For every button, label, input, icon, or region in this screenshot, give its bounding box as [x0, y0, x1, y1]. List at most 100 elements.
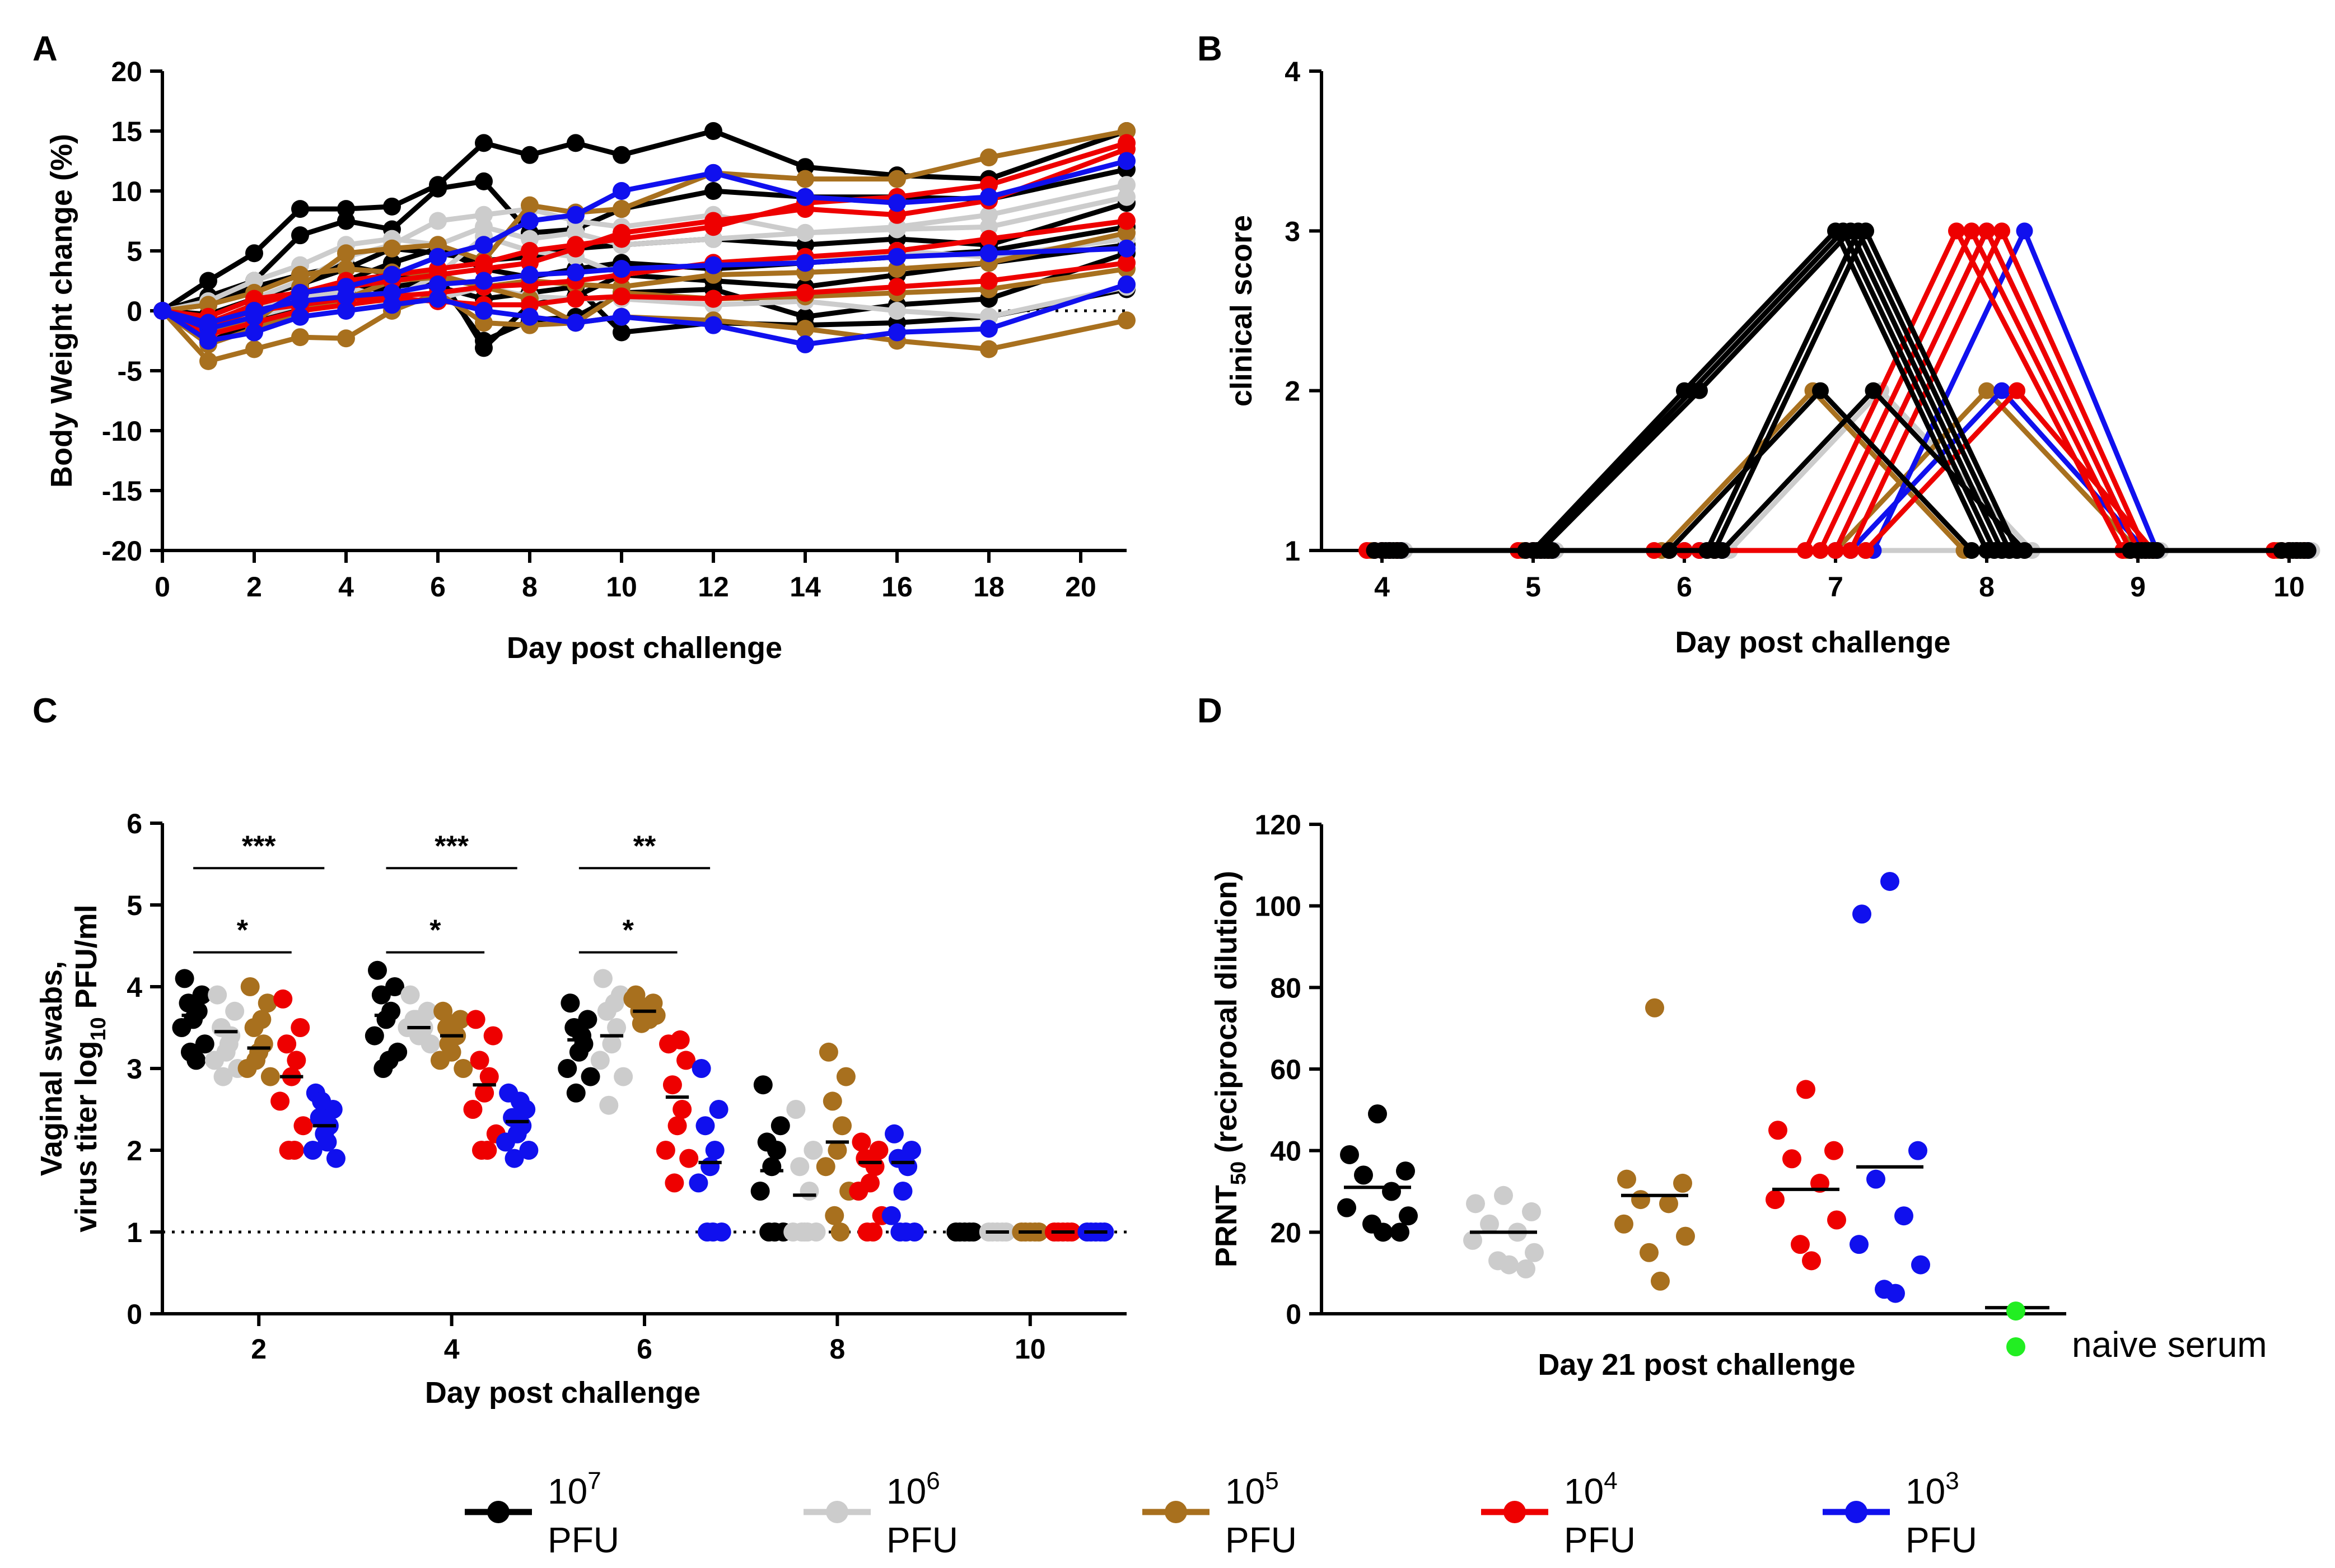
data-point [1543, 542, 1561, 559]
data-point [700, 1157, 720, 1177]
data-point [483, 1026, 503, 1046]
data-point [470, 1051, 489, 1070]
data-point [1857, 542, 1874, 559]
data-point [1399, 1206, 1418, 1226]
data-point [705, 1141, 725, 1160]
series-line [162, 234, 1127, 323]
data-point [888, 278, 906, 296]
naive-point [2006, 1301, 2025, 1321]
data-point [623, 989, 643, 1009]
y-tick-label: 5 [127, 236, 142, 267]
data-point [1659, 1194, 1678, 1214]
data-point [213, 1067, 233, 1086]
data-point [1824, 1141, 1843, 1160]
data-point [510, 1091, 530, 1111]
legend-exponent: 7 [587, 1467, 601, 1495]
data-point [614, 1067, 633, 1086]
data-point [337, 212, 355, 230]
data-point [665, 1173, 684, 1193]
data-point [371, 985, 391, 1005]
data-point [376, 1010, 396, 1029]
data-point [980, 188, 998, 206]
data-point [429, 212, 447, 230]
data-point [337, 244, 355, 263]
data-point [704, 182, 722, 200]
series-line [162, 263, 1127, 335]
panel-label-d: D [1197, 692, 1222, 730]
data-point [1865, 382, 1882, 399]
y-tick-label: 4 [127, 972, 142, 1003]
data-point [980, 272, 998, 290]
data-point [291, 265, 309, 284]
data-point [383, 239, 401, 258]
data-point [433, 1001, 453, 1021]
data-point [277, 1034, 297, 1054]
data-point [475, 218, 493, 236]
x-tick-label: 2 [251, 1333, 267, 1365]
data-point [790, 1157, 810, 1177]
data-point [569, 1042, 589, 1062]
data-point [796, 335, 814, 353]
x-tick-label: 16 [881, 571, 913, 603]
series-line [1385, 228, 2293, 553]
data-point [2148, 542, 2165, 559]
data-point [1993, 222, 2010, 240]
data-point [1640, 1243, 1659, 1262]
legend-exponent: 5 [1265, 1467, 1278, 1495]
y-tick-label: -20 [102, 535, 142, 567]
series-line [161, 260, 1127, 338]
legend-exponent: 4 [1604, 1467, 1617, 1495]
data-point [1768, 1121, 1787, 1140]
data-point [199, 332, 217, 350]
x-tick-label: 8 [522, 571, 538, 603]
data-point [521, 146, 539, 164]
data-point [1466, 1194, 1485, 1214]
data-point [1118, 188, 1136, 206]
series-line [160, 290, 1127, 364]
data-point [475, 172, 493, 190]
data-point [607, 1018, 627, 1037]
data-point [284, 1141, 304, 1160]
y-tick-label: 1 [1285, 535, 1300, 567]
data-point [796, 170, 814, 188]
y-tick-label: 4 [1285, 56, 1300, 87]
data-point [888, 194, 906, 212]
data-point [1691, 382, 1708, 399]
data-point [1850, 1235, 1869, 1254]
data-point [240, 977, 260, 996]
data-point [1463, 1230, 1482, 1250]
data-point [800, 1182, 819, 1201]
legend-base: 10 [548, 1471, 587, 1511]
data-point [1963, 222, 1980, 240]
data-point [475, 302, 493, 320]
data-point [833, 1116, 852, 1136]
data-point [478, 1141, 497, 1160]
data-point [1978, 382, 1995, 399]
data-point [1713, 542, 1731, 559]
data-point [796, 283, 814, 302]
legend-unit: PFU [548, 1520, 619, 1560]
data-point [245, 244, 263, 263]
data-point [379, 1051, 399, 1070]
legend-power: 105 [1225, 1467, 1279, 1511]
data-point [1522, 1202, 1541, 1221]
data-point [1631, 1190, 1650, 1210]
data-point [980, 320, 998, 338]
data-point [1118, 152, 1136, 170]
data-point [430, 1051, 450, 1070]
data-point [888, 170, 906, 188]
data-point [1614, 1214, 1633, 1234]
x-tick-label: 14 [790, 571, 821, 603]
data-point [326, 1149, 345, 1168]
y-tick-label: 0 [127, 296, 142, 327]
y-tick-label: 6 [127, 808, 142, 839]
series-line [162, 146, 1128, 320]
panel-label-b: B [1197, 30, 1222, 68]
data-point [153, 302, 171, 320]
legend-power: 106 [886, 1467, 940, 1511]
y-tick-label: 2 [1285, 376, 1300, 407]
x-tick-label: 6 [637, 1333, 652, 1365]
series-line [161, 128, 1128, 313]
x-tick-label: 4 [338, 571, 354, 603]
panel-b-clinical-score-chart: 1 2 3 4 4 5 6 7 8 9 10 Day post challenge clinical s… [1225, 56, 2320, 659]
